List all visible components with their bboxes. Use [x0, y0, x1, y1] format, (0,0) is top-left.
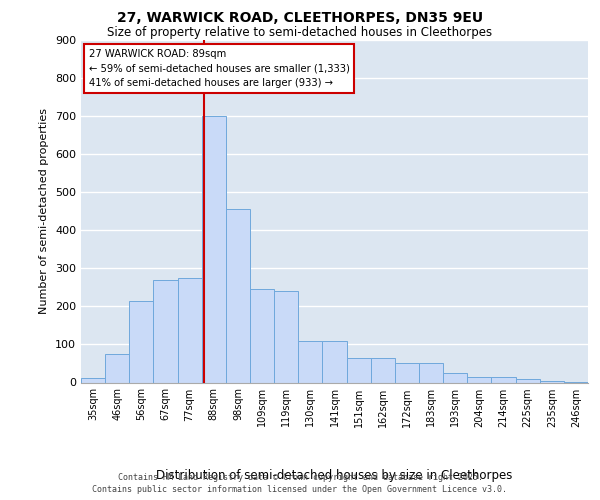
Bar [443, 373, 467, 382]
Bar [81, 378, 105, 382]
Bar [491, 377, 515, 382]
Text: 27 WARWICK ROAD: 89sqm
← 59% of semi-detached houses are smaller (1,333)
41% of : 27 WARWICK ROAD: 89sqm ← 59% of semi-det… [89, 48, 349, 88]
Text: Size of property relative to semi-detached houses in Cleethorpes: Size of property relative to semi-detach… [107, 26, 493, 39]
Bar [347, 358, 371, 382]
X-axis label: Distribution of semi-detached houses by size in Cleethorpes: Distribution of semi-detached houses by … [157, 468, 512, 481]
Bar [202, 116, 226, 382]
Bar [298, 340, 322, 382]
Bar [250, 290, 274, 382]
Bar [371, 358, 395, 382]
Bar [540, 380, 564, 382]
Text: 27, WARWICK ROAD, CLEETHORPES, DN35 9EU: 27, WARWICK ROAD, CLEETHORPES, DN35 9EU [117, 11, 483, 25]
Bar [154, 280, 178, 382]
Bar [274, 291, 298, 382]
Bar [395, 364, 419, 382]
Bar [467, 377, 491, 382]
Bar [419, 364, 443, 382]
Bar [515, 378, 540, 382]
Bar [322, 340, 347, 382]
Bar [105, 354, 129, 382]
Bar [226, 210, 250, 382]
Bar [129, 300, 154, 382]
Bar [178, 278, 202, 382]
Y-axis label: Number of semi-detached properties: Number of semi-detached properties [40, 108, 49, 314]
Text: Contains HM Land Registry data © Crown copyright and database right 2025.
Contai: Contains HM Land Registry data © Crown c… [92, 473, 508, 494]
